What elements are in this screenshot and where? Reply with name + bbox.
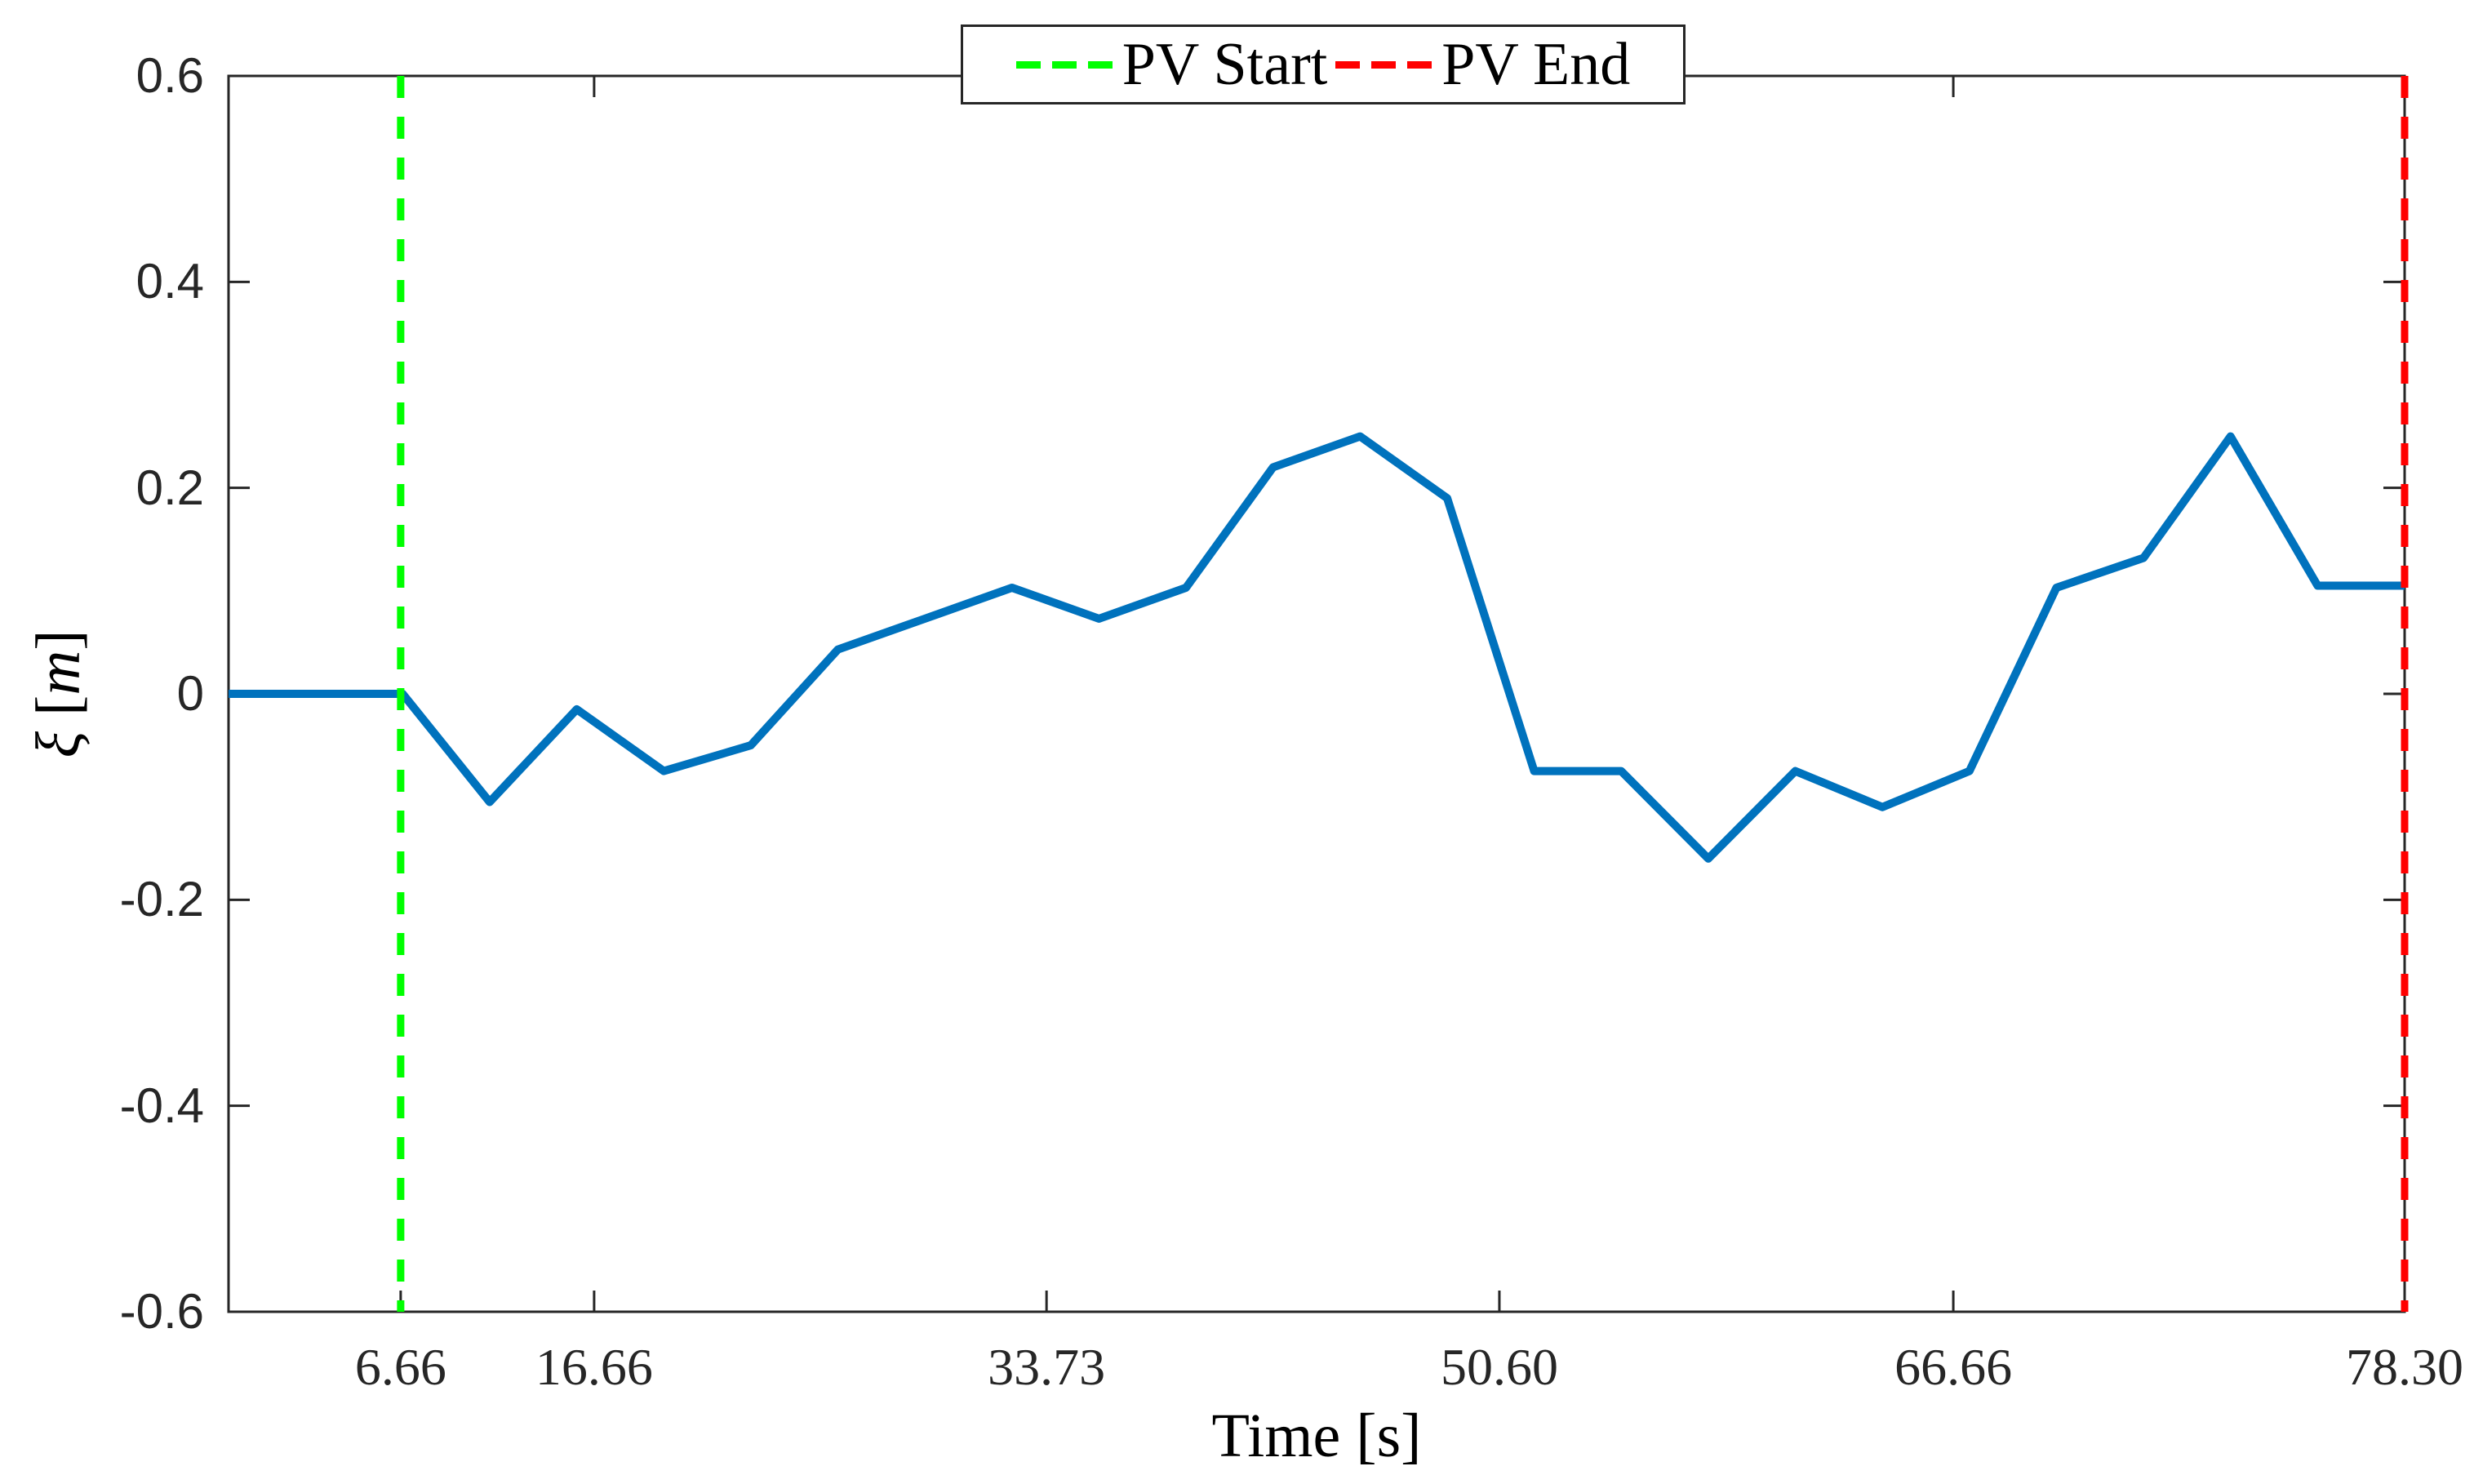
y-axis-label-close-bracket: ] bbox=[24, 629, 93, 651]
x-tick-label-66.66: 66.66 bbox=[1894, 1338, 2013, 1396]
x-axis-label: Time [s] bbox=[1211, 1402, 1422, 1470]
y-tick-label-0.6: 0.6 bbox=[135, 48, 204, 103]
legend-entry-pv-start: PV Start bbox=[1015, 31, 1328, 98]
x-tick-label-16.66: 16.66 bbox=[535, 1338, 653, 1396]
y-tick-label--0.2: -0.2 bbox=[119, 872, 204, 927]
y-tick-label-0.2: 0.2 bbox=[135, 460, 204, 515]
y-tick-label-0: 0 bbox=[176, 666, 204, 721]
series-line-xi-displacement bbox=[229, 432, 2405, 863]
pv-end-dashed-line-sample bbox=[1335, 60, 1432, 69]
y-tick-label-0.4: 0.4 bbox=[135, 254, 204, 309]
x-tick-label-78.30: 78.30 bbox=[2346, 1338, 2463, 1396]
legend: PV Start PV End bbox=[961, 24, 1686, 104]
x-tick-label-6.66: 6.66 bbox=[354, 1338, 446, 1396]
legend-label-pv-start: PV Start bbox=[1122, 31, 1328, 98]
x-tick-label-33.73: 33.73 bbox=[988, 1338, 1106, 1396]
y-axis-label-symbol: ξ bbox=[24, 731, 93, 758]
x-tick-label-50.60: 50.60 bbox=[1440, 1338, 1558, 1396]
pv-start-dashed-line-sample bbox=[1015, 60, 1113, 69]
plot-border bbox=[227, 74, 2406, 1313]
legend-label-pv-end: PV End bbox=[1441, 31, 1631, 98]
legend-entry-pv-end: PV End bbox=[1335, 34, 1630, 95]
y-tick-label--0.6: -0.6 bbox=[119, 1284, 204, 1339]
y-tick-label--0.4: -0.4 bbox=[119, 1077, 204, 1133]
